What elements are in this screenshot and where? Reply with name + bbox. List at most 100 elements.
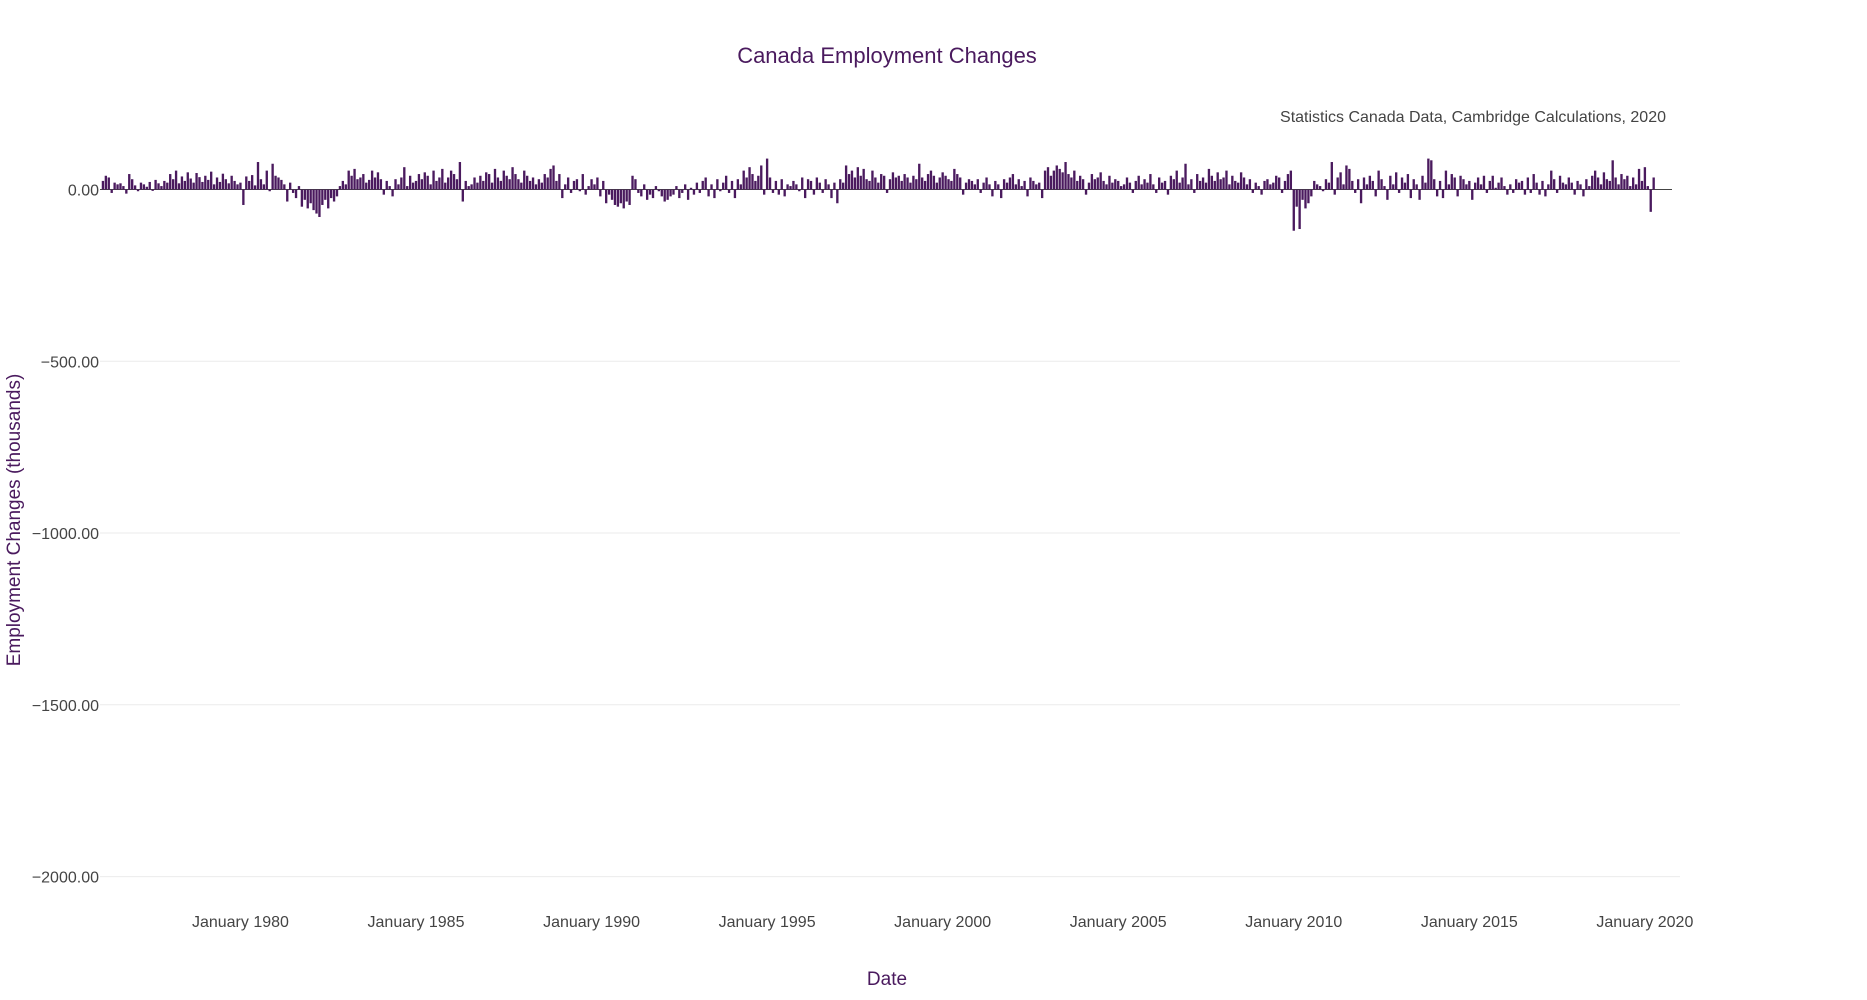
bar [1629,186,1632,190]
x-tick-label: January 1990 [543,914,640,931]
bar [195,173,198,190]
bar [1605,179,1609,190]
bar [549,168,552,190]
bar [1327,182,1331,190]
bar [1570,182,1573,190]
bar [850,170,854,190]
bar [233,180,236,190]
bar [912,175,915,190]
bar [628,189,631,205]
x-tick-label: January 2015 [1421,914,1518,931]
bar [101,180,105,190]
bar [830,189,833,199]
bar [274,175,277,190]
bar [125,189,128,194]
bar [970,180,974,190]
bar [534,184,538,190]
bar [1646,186,1649,190]
bar [1052,170,1056,190]
bar [1450,174,1453,190]
bar [1342,184,1345,190]
bar [862,168,865,190]
bar [517,179,520,190]
bar [1225,170,1228,190]
bar [768,177,772,190]
bar [1383,186,1386,190]
bar [1591,175,1594,190]
bar [619,189,622,204]
bar [1234,180,1237,190]
bar [921,177,924,190]
bar [1406,174,1410,190]
bar [584,189,587,195]
bar [812,189,816,195]
bar [616,189,620,207]
bar [201,181,204,190]
bar [1035,184,1038,190]
bar [613,189,617,205]
bar [1389,175,1392,190]
bar [397,184,400,190]
bar [675,186,678,190]
bar [1292,189,1295,231]
bar [192,182,195,190]
bar [1541,180,1544,190]
bar [821,189,824,193]
bar [1494,187,1497,190]
bar [1339,172,1342,190]
bar [1260,189,1263,195]
bar [874,177,877,190]
bar [1418,189,1421,200]
bar [242,189,245,205]
bar [1117,180,1120,190]
bar [900,180,903,190]
bar [1222,177,1225,190]
bar [1295,189,1298,207]
bar [1632,177,1635,190]
bar [1090,174,1094,190]
bar [1081,179,1085,190]
bar [1163,180,1167,190]
bar [815,177,819,190]
bar [1242,177,1246,190]
bar [204,175,207,190]
bar [897,175,900,190]
bar [842,182,845,190]
bar [713,189,716,199]
bar [558,174,561,190]
bar [847,174,851,190]
bar [1392,184,1395,190]
bar [923,180,927,190]
bar [447,177,450,190]
bar [174,170,178,190]
bar [417,174,421,190]
bar [414,180,418,190]
bar [1149,174,1152,190]
bar [1579,184,1582,190]
bar [388,186,391,190]
bar [1462,179,1465,190]
bar [1049,175,1053,190]
bar [596,177,599,190]
bar [575,179,579,190]
bar [1175,170,1178,190]
bar [177,183,181,190]
bar [1040,189,1044,199]
bar [1181,177,1184,190]
bar [1122,184,1126,190]
bar [1310,189,1313,197]
bar [1198,180,1202,190]
bar [1488,180,1491,190]
bar [1140,184,1143,190]
bar [1614,177,1617,190]
bar [1187,184,1190,190]
x-tick-label: January 1980 [192,914,289,931]
bar [666,189,669,200]
bar [1108,175,1111,190]
bar [932,175,936,190]
bar [1479,184,1483,190]
bar [332,189,336,202]
bar [1272,182,1275,190]
bar [487,174,491,190]
bar [710,184,713,190]
